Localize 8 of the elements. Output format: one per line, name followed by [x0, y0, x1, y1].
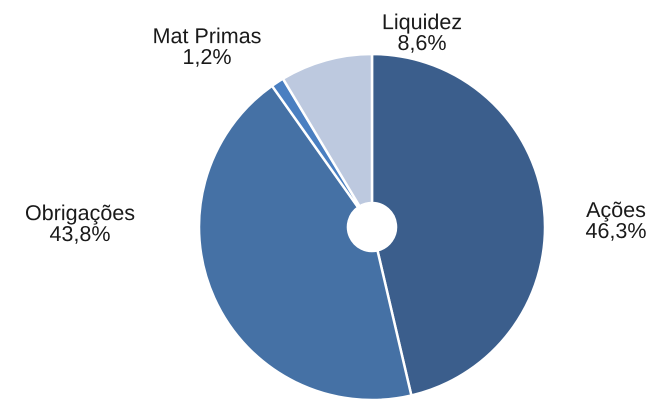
slice-label: Obrigações — [26, 204, 134, 225]
data-label: 1,2% — [184, 48, 231, 67]
slice-label: Ações — [586, 202, 646, 222]
data-label: 43,8% — [50, 226, 110, 244]
slice-label: Liquidez — [384, 14, 462, 34]
slice-label: Mat Primas — [154, 28, 261, 44]
data-label: 8,6% — [398, 34, 446, 53]
data-label: 46,3% — [586, 222, 646, 241]
